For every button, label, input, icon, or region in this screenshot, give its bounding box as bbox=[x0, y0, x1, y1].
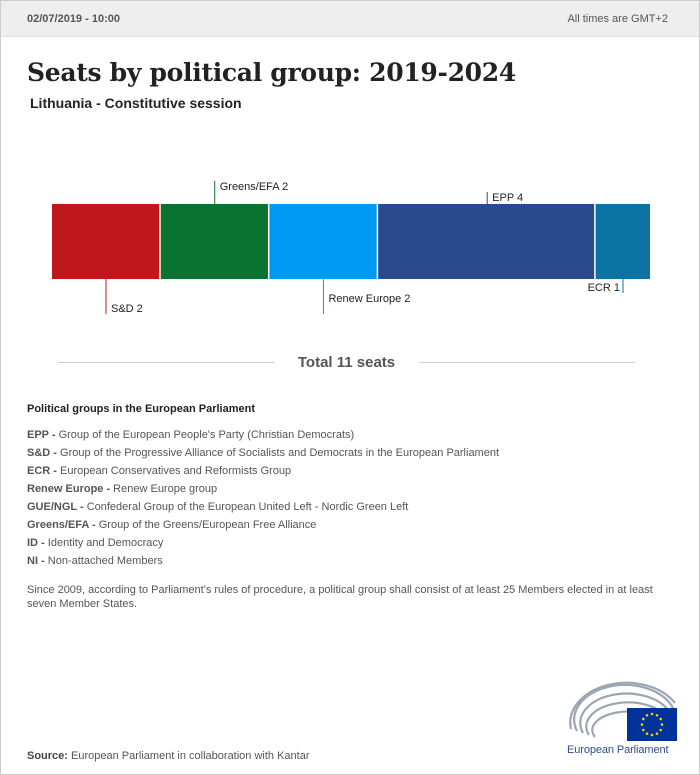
bar-data-label: EPP 4 bbox=[492, 192, 523, 204]
source-line: Source: European Parliament in collabora… bbox=[27, 750, 310, 762]
bar-segment bbox=[269, 204, 377, 279]
total-seats-row: Total 11 seats bbox=[58, 353, 635, 373]
logo-text: European Parliament bbox=[567, 744, 669, 756]
legend-item-abbr: ID - bbox=[27, 537, 45, 549]
legend-list: EPP - Group of the European People's Par… bbox=[27, 429, 499, 573]
legend-item-abbr: EPP - bbox=[27, 429, 56, 441]
legend-item-abbr: Greens/EFA - bbox=[27, 519, 96, 531]
legend-item-abbr: S&D - bbox=[27, 447, 57, 459]
legend-item-abbr: GUE/NGL - bbox=[27, 501, 84, 513]
bar-data-label: ECR 1 bbox=[588, 282, 620, 294]
legend-item: Renew Europe - Renew Europe group bbox=[27, 483, 499, 501]
bar-data-label: Renew Europe 2 bbox=[328, 293, 410, 305]
legend-item: EPP - Group of the European People's Par… bbox=[27, 429, 499, 447]
legend-item: S&D - Group of the Progressive Alliance … bbox=[27, 447, 499, 465]
rules-note: Since 2009, according to Parliament's ru… bbox=[27, 584, 653, 610]
bar-segment bbox=[52, 204, 160, 279]
total-divider-right bbox=[419, 362, 635, 363]
timestamp: 02/07/2019 - 10:00 bbox=[27, 13, 120, 25]
top-bar: 02/07/2019 - 10:00 All times are GMT+2 bbox=[1, 1, 699, 37]
legend-item-abbr: NI - bbox=[27, 555, 45, 567]
legend-item-desc: Group of the Progressive Alliance of Soc… bbox=[56, 447, 500, 459]
legend-item: Greens/EFA - Group of the Greens/Europea… bbox=[27, 519, 499, 537]
legend-item: ECR - European Conservatives and Reformi… bbox=[27, 465, 499, 483]
legend-item-desc: Renew Europe group bbox=[110, 483, 218, 495]
legend-item-desc: Non-attached Members bbox=[44, 555, 163, 567]
chart-title: Seats by political group: 2019-2024 bbox=[27, 58, 516, 87]
bar-data-label: S&D 2 bbox=[111, 303, 143, 315]
seats-stacked-bar-chart: S&D 2 Greens/EFA 2 Renew Europe 2 EPP 4 ECR … bbox=[52, 181, 650, 315]
timezone-note: All times are GMT+2 bbox=[567, 13, 668, 25]
legend-item: GUE/NGL - Confederal Group of the Europe… bbox=[27, 501, 499, 519]
legend-item: ID - Identity and Democracy bbox=[27, 537, 499, 555]
bar-data-label: Greens/EFA 2 bbox=[220, 181, 288, 193]
european-parliament-hemicycle-icon bbox=[569, 681, 677, 741]
legend-title: Political groups in the European Parliam… bbox=[27, 403, 255, 415]
legend-item-desc: European Conservatives and Reformists Gr… bbox=[56, 465, 292, 477]
bar-segment bbox=[378, 204, 595, 279]
legend-item-desc: Group of the Greens/European Free Allian… bbox=[95, 519, 317, 531]
legend-item: NI - Non-attached Members bbox=[27, 555, 499, 573]
legend-item-abbr: ECR - bbox=[27, 465, 57, 477]
total-divider-left bbox=[58, 362, 274, 363]
legend-item-abbr: Renew Europe - bbox=[27, 483, 111, 495]
chart-subtitle: Lithuania - Constitutive session bbox=[30, 95, 242, 111]
total-seats-label: Total 11 seats bbox=[297, 354, 396, 371]
legend-item-desc: Group of the European People's Party (Ch… bbox=[55, 429, 355, 441]
source-text: European Parliament in collaboration wit… bbox=[71, 750, 310, 762]
legend-item-desc: Identity and Democracy bbox=[44, 537, 164, 549]
bar-segment bbox=[160, 204, 268, 279]
source-label: Source: bbox=[27, 750, 68, 762]
bar-segment bbox=[595, 204, 650, 279]
legend-item-desc: Confederal Group of the European United … bbox=[83, 501, 409, 513]
